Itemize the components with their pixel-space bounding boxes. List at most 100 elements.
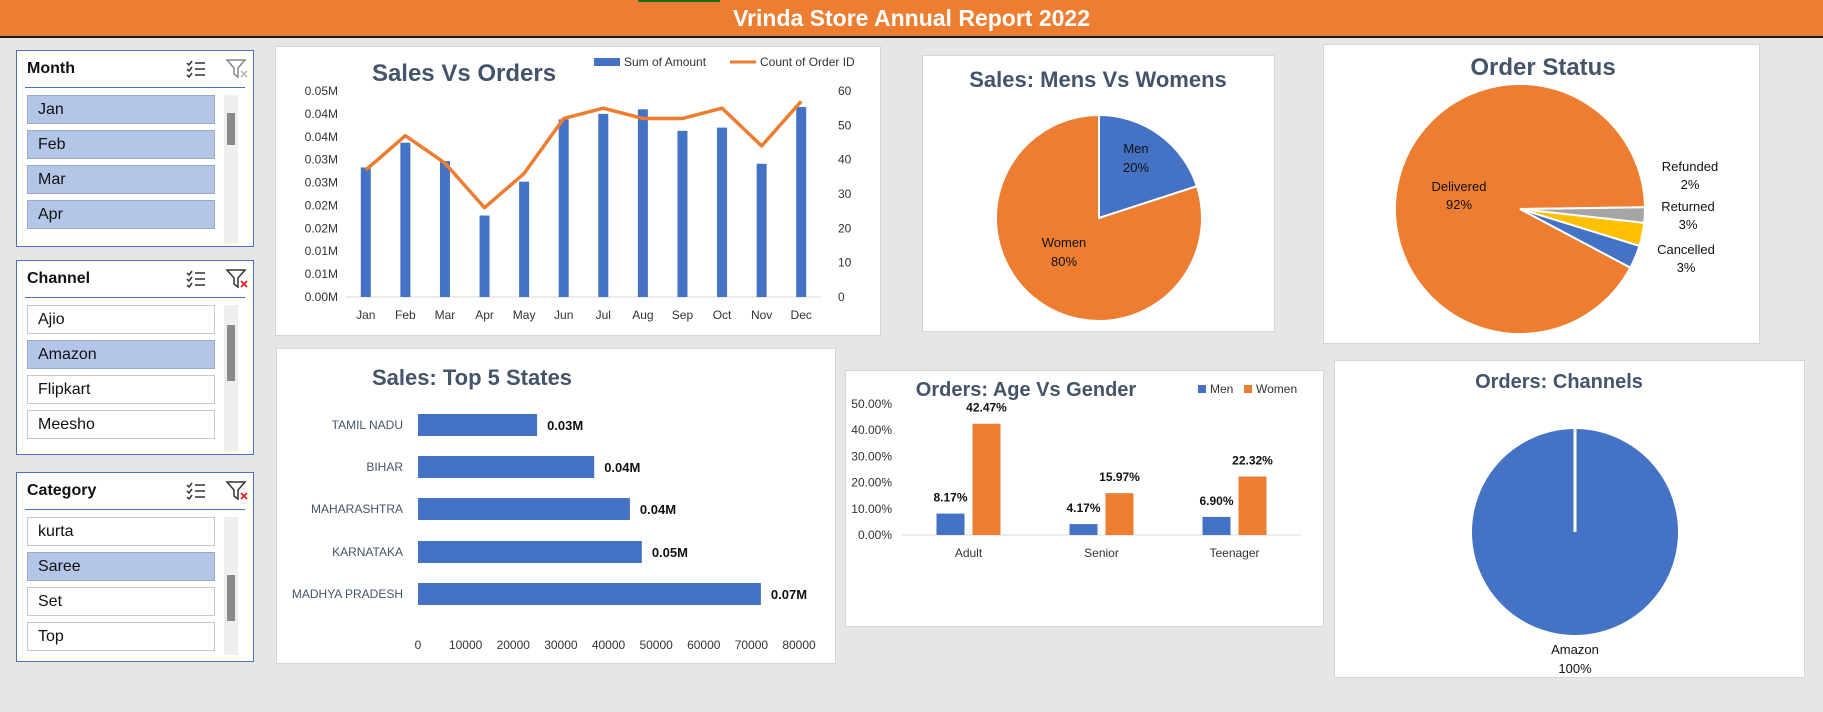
category-slicer: Category kurta Saree Set Top — [16, 472, 254, 662]
y-left-tick: 0.00M — [305, 290, 338, 304]
x-tick-label: Feb — [395, 308, 416, 322]
channels-panel: Orders: Channels Amazon 100% — [1334, 360, 1805, 678]
x-tick-label: 60000 — [687, 638, 721, 652]
slicer-item-jan[interactable]: Jan — [27, 95, 215, 124]
slicer-header: Month — [25, 51, 248, 88]
bar-value-label: 15.97% — [1099, 470, 1140, 484]
slicer-item-apr[interactable]: Apr — [27, 200, 215, 229]
scrollbar-thumb[interactable] — [227, 575, 235, 621]
y-left-tick: 0.04M — [305, 107, 338, 121]
bar-amount-mar — [439, 161, 450, 297]
slice-value-men: 20% — [1123, 160, 1149, 175]
bar-state-madhya-pradesh — [418, 583, 761, 605]
slicer-item-top[interactable]: Top — [27, 622, 215, 651]
multi-select-icon[interactable] — [185, 269, 207, 289]
slicer-item-ajio[interactable]: Ajio — [27, 305, 215, 334]
y-left-tick: 0.01M — [305, 244, 338, 258]
y-tick-label: 0.00% — [858, 528, 892, 542]
y-right-tick: 20 — [838, 221, 852, 235]
state-value-label: 0.07M — [771, 587, 807, 602]
legend-swatch-women — [1244, 385, 1252, 393]
channels-chart: Orders: Channels Amazon 100% — [1472, 371, 1678, 676]
chart-title: Orders: Channels — [1475, 371, 1643, 393]
chart-title: Sales: Top 5 States — [372, 365, 572, 390]
y-left-tick: 0.01M — [305, 267, 338, 281]
bar-amount-jan — [360, 167, 371, 297]
state-value-label: 0.03M — [547, 418, 583, 433]
slice-cancelled — [1519, 208, 1641, 270]
bar-state-maharashtra — [418, 498, 630, 520]
x-tick-label: 50000 — [639, 638, 673, 652]
slice-label-refunded: Refunded — [1662, 159, 1718, 174]
legend-swatch-men — [1198, 385, 1206, 393]
state-label: MADHYA PRADESH — [292, 587, 403, 601]
clear-filter-icon[interactable] — [225, 480, 249, 502]
slicer-item-kurta[interactable]: kurta — [27, 517, 215, 546]
slicer-item-mar[interactable]: Mar — [27, 165, 215, 194]
clear-filter-icon[interactable] — [225, 268, 249, 290]
bar-value-label: 6.90% — [1199, 494, 1233, 508]
slicer-title: Month — [27, 60, 75, 77]
slicer-item-set[interactable]: Set — [27, 587, 215, 616]
slicer-item-amazon[interactable]: Amazon — [27, 340, 215, 369]
clear-filter-icon[interactable] — [225, 58, 249, 80]
slicer-scrollbar[interactable] — [224, 305, 238, 451]
title-bar-accent — [638, 0, 720, 2]
bar-amount-sep — [677, 130, 688, 297]
chart-title: Order Status — [1470, 54, 1615, 81]
slice-value-refunded: 2% — [1681, 177, 1700, 192]
bar-state-bihar — [418, 456, 595, 478]
y-tick-label: 40.00% — [851, 423, 892, 437]
slice-label-delivered: Delivered — [1432, 179, 1487, 194]
y-left-tick: 0.05M — [305, 84, 338, 98]
slice-label-women: Women — [1042, 235, 1087, 250]
bar-men-adult — [936, 513, 965, 535]
state-label: TAMIL NADU — [332, 418, 403, 432]
slicer-item-flipkart[interactable]: Flipkart — [27, 375, 215, 404]
mens-vs-womens-chart: Sales: Mens Vs Womens Men 20% Women 80% — [969, 67, 1227, 322]
slicer-items: Jan Feb Mar Apr — [27, 95, 215, 235]
chart-title: Orders: Age Vs Gender — [916, 379, 1137, 401]
scrollbar-thumb[interactable] — [227, 325, 235, 381]
sales-vs-orders-chart: Sales Vs Orders Sum of Amount Count of Ord… — [305, 55, 855, 322]
x-tick-label: Dec — [791, 308, 812, 322]
legend-swatch-amount — [594, 58, 620, 66]
bar-amount-jul — [598, 113, 609, 297]
x-tick-label: Jun — [554, 308, 573, 322]
x-tick-label: 40000 — [592, 638, 626, 652]
slicer-item-saree[interactable]: Saree — [27, 552, 215, 581]
x-tick-label: Mar — [435, 308, 456, 322]
slicer-scrollbar[interactable] — [224, 95, 238, 243]
x-tick-label: Sep — [672, 308, 694, 322]
sales-vs-orders-panel: Sales Vs Orders Sum of Amount Count of Ord… — [275, 46, 881, 336]
slice-label-amazon: Amazon — [1551, 642, 1599, 657]
slicer-scrollbar[interactable] — [224, 517, 238, 655]
state-label: MAHARASHTRA — [311, 502, 403, 516]
x-tick-label: Teenager — [1209, 546, 1259, 560]
report-title-bar: Vrinda Store Annual Report 2022 — [0, 0, 1823, 38]
bar-amount-may — [519, 181, 530, 297]
slicer-title: Channel — [27, 270, 91, 287]
multi-select-icon[interactable] — [185, 59, 207, 79]
multi-select-icon[interactable] — [185, 481, 207, 501]
bar-amount-feb — [400, 142, 411, 297]
x-tick-label: 10000 — [449, 638, 483, 652]
age-vs-gender-chart: Orders: Age Vs Gender Men Women 0.00% 10.00%… — [851, 379, 1301, 560]
scrollbar-thumb[interactable] — [227, 113, 235, 145]
bar-women-senior — [1105, 493, 1134, 535]
y-right-tick: 0 — [838, 290, 845, 304]
y-left-tick: 0.03M — [305, 153, 338, 167]
slicer-title: Category — [27, 482, 97, 499]
y-right-tick: 30 — [838, 187, 852, 201]
y-right-tick: 10 — [838, 256, 852, 270]
y-right-tick: 40 — [838, 153, 852, 167]
slicer-item-meesho[interactable]: Meesho — [27, 410, 215, 439]
slice-value-returned: 3% — [1679, 217, 1698, 232]
mens-vs-womens-panel: Sales: Mens Vs Womens Men 20% Women 80% — [922, 55, 1275, 332]
slicer-items: kurta Saree Set Top — [27, 517, 215, 657]
bar-amount-aug — [637, 109, 648, 297]
y-left-tick: 0.03M — [305, 176, 338, 190]
y-left-tick: 0.04M — [305, 130, 338, 144]
x-tick-label: Apr — [475, 308, 494, 322]
slicer-item-feb[interactable]: Feb — [27, 130, 215, 159]
